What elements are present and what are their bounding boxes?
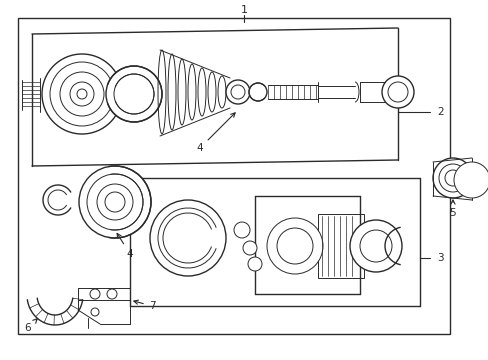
Circle shape: [266, 218, 323, 274]
Circle shape: [50, 62, 114, 126]
Text: 3: 3: [436, 253, 443, 263]
Circle shape: [349, 220, 401, 272]
Circle shape: [381, 76, 413, 108]
Circle shape: [276, 228, 312, 264]
Circle shape: [114, 74, 154, 114]
Bar: [317, 214, 363, 278]
Text: 2: 2: [436, 107, 443, 117]
Circle shape: [79, 166, 151, 238]
Circle shape: [230, 85, 244, 99]
Circle shape: [432, 158, 472, 198]
Circle shape: [105, 192, 125, 212]
Circle shape: [438, 164, 466, 192]
Text: 4: 4: [117, 233, 133, 259]
Circle shape: [150, 200, 225, 276]
Circle shape: [247, 257, 262, 271]
Bar: [18, 18, 449, 334]
Circle shape: [359, 230, 391, 262]
Circle shape: [225, 80, 249, 104]
Text: 4: 4: [196, 113, 235, 153]
Circle shape: [234, 222, 249, 238]
Circle shape: [60, 72, 104, 116]
Circle shape: [248, 83, 266, 101]
Circle shape: [444, 170, 460, 186]
Text: 6: 6: [24, 319, 37, 333]
Circle shape: [243, 241, 257, 255]
Circle shape: [77, 89, 87, 99]
Text: 5: 5: [449, 200, 455, 218]
Circle shape: [106, 66, 162, 122]
Circle shape: [387, 82, 407, 102]
Text: 7: 7: [134, 300, 155, 311]
Circle shape: [70, 82, 94, 106]
Circle shape: [97, 184, 133, 220]
Circle shape: [453, 162, 488, 198]
Circle shape: [87, 174, 142, 230]
Text: 1: 1: [240, 5, 247, 15]
Circle shape: [42, 54, 122, 134]
